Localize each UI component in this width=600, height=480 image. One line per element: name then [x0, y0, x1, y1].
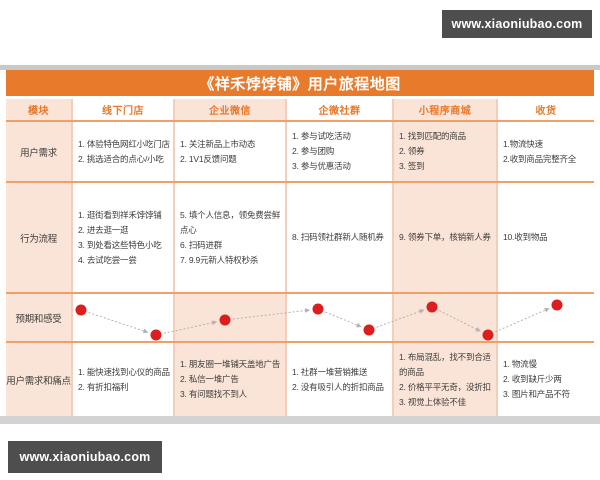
- col-header-wecom-community: 企微社群: [285, 99, 392, 120]
- cell-behavior-wecom-community: 8. 扫码领社群新人随机券: [285, 183, 392, 292]
- watermark-top: www.xiaoniubao.com: [442, 10, 592, 38]
- cell-needs-offline-store: 1. 体验特色网红小吃门店 2. 挑选适合的点心/小吃: [71, 122, 173, 181]
- cell-needs-wecom-community: 1. 参与试吃活动 2. 参与团购 3. 参与优惠活动: [285, 122, 392, 181]
- cell-behavior-delivery: 10.收到物品: [496, 183, 594, 292]
- row-label-needs-pain-points: 用户需求和痛点: [6, 343, 71, 416]
- cell-behavior-wecom: 5. 填个人信息，领免费尝鲜点心 6. 扫码进群 7. 9.9元新人特权秒杀: [173, 183, 285, 292]
- cell-feelings-miniprogram-mall: [392, 294, 496, 341]
- watermark-bottom: www.xiaoniubao.com: [8, 441, 162, 473]
- cell-pains-delivery: 1. 物流慢 2. 收到缺斤少两 3. 图片和产品不符: [496, 343, 594, 416]
- cell-pains-wecom-community: 1. 社群一堆营销推送 2. 没有吸引人的折扣商品: [285, 343, 392, 416]
- row-label-expectations-feelings: 预期和感受: [6, 294, 71, 341]
- row-divider: [6, 341, 594, 343]
- row-user-needs: 用户需求 1. 体验特色网红小吃门店 2. 挑选适合的点心/小吃 1. 关注新品…: [6, 122, 594, 181]
- row-needs-pain-points: 用户需求和痛点 1. 能快速找到心仪的商品 2. 有折扣福利 1. 朋友圈一堆铺…: [6, 343, 594, 416]
- cell-pains-wecom: 1. 朋友圈一堆铺天盖地广告 2. 私信一堆广告 3. 有问题找不到人: [173, 343, 285, 416]
- cell-needs-miniprogram-mall: 1. 找到匹配的商品 2. 领券 3. 签到: [392, 122, 496, 181]
- bottom-divider-strip: [0, 416, 600, 424]
- row-divider: [6, 181, 594, 183]
- cell-needs-delivery: 1.物流快速 2.收到商品完整齐全: [496, 122, 594, 181]
- col-header-offline-store: 线下门店: [71, 99, 173, 120]
- cell-pains-miniprogram-mall: 1. 布局混乱，找不到合适的商品 2. 价格平平无奇，没折扣 3. 视觉上体验不…: [392, 343, 496, 416]
- page-title: 《祥禾饽饽铺》用户旅程地图: [6, 70, 594, 96]
- col-header-delivery: 收货: [496, 99, 594, 120]
- cell-feelings-wecom-community: [285, 294, 392, 341]
- col-header-module: 模块: [6, 99, 71, 120]
- row-label-behavior-flow: 行为流程: [6, 183, 71, 292]
- column-header-row: 模块 线下门店 企业微信 企微社群 小程序商城 收货: [6, 99, 594, 120]
- row-divider: [6, 120, 594, 122]
- cell-behavior-miniprogram-mall: 9. 领券下单，核销新人券: [392, 183, 496, 292]
- col-header-miniprogram-mall: 小程序商城: [392, 99, 496, 120]
- cell-pains-offline-store: 1. 能快速找到心仪的商品 2. 有折扣福利: [71, 343, 173, 416]
- row-label-user-needs: 用户需求: [6, 122, 71, 181]
- cell-feelings-wecom: [173, 294, 285, 341]
- top-divider-strip: [0, 65, 600, 70]
- row-expectations-feelings: 预期和感受: [6, 294, 594, 341]
- col-header-wecom: 企业微信: [173, 99, 285, 120]
- cell-feelings-delivery: [496, 294, 594, 341]
- cell-needs-wecom: 1. 关注新品上市动态 2. 1V1反馈问题: [173, 122, 285, 181]
- cell-feelings-offline-store: [71, 294, 173, 341]
- row-divider: [6, 292, 594, 294]
- row-behavior-flow: 行为流程 1. 逛街看到祥禾饽饽铺 2. 进去逛一逛 3. 到处看这些特色小吃 …: [6, 183, 594, 292]
- cell-behavior-offline-store: 1. 逛街看到祥禾饽饽铺 2. 进去逛一逛 3. 到处看这些特色小吃 4. 去试…: [71, 183, 173, 292]
